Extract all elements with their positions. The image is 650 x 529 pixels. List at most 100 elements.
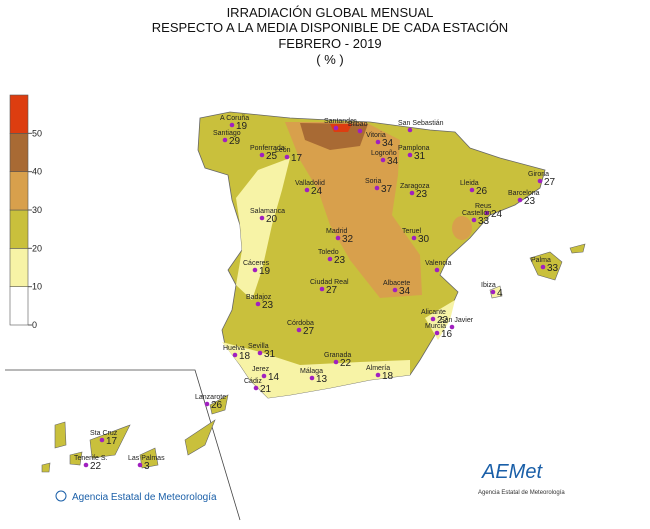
island [569, 243, 586, 254]
stations: A Coruña19Santiago29Ponferrada25León17Sa… [74, 115, 559, 472]
station-dot [469, 187, 475, 193]
station-value: 22 [340, 358, 352, 369]
station-dot [252, 267, 258, 273]
legend-tick-label: 10 [32, 282, 42, 292]
zone-higher [300, 123, 368, 150]
station-value: 30 [418, 234, 430, 245]
station-dot [407, 152, 413, 158]
station-dot [296, 327, 302, 333]
station-dot [255, 301, 261, 307]
station-name: Zaragoza [400, 183, 430, 190]
station-value: 23 [262, 300, 274, 311]
island [184, 419, 216, 456]
station-name: Castellón [462, 210, 491, 217]
station-name: Murcia [425, 323, 446, 330]
station-name: Pamplona [398, 145, 430, 152]
station-value: 21 [260, 384, 272, 395]
footer-text: Agencia Estatal de Meteorología [72, 492, 217, 503]
island [69, 451, 83, 466]
station-dot [471, 217, 477, 223]
station-name: Santander [324, 118, 357, 125]
station-name: Bilbao [348, 121, 368, 128]
station-name: Córdoba [287, 320, 314, 327]
station-value: 4 [497, 288, 503, 299]
station-value: 31 [414, 151, 426, 162]
title: IRRADIACIÓN GLOBAL MENSUAL RESPECTO A LA… [152, 5, 508, 67]
station-dot [259, 152, 265, 158]
copyright-icon [55, 490, 67, 502]
station-value: 22 [90, 461, 102, 472]
station-name: Barcelona [508, 190, 540, 197]
zone-low [222, 342, 410, 398]
zone-high [452, 216, 472, 240]
legend: 0 10 20 30 40 50 [9, 94, 42, 330]
footer: Agencia Estatal de Meteorología AEMet Ag… [55, 461, 565, 503]
station-dot [407, 127, 413, 133]
station-value: 27 [544, 177, 556, 188]
station-name: Santiago [213, 130, 241, 137]
station-dot [232, 352, 238, 358]
station-dot [380, 157, 386, 163]
station-name: Sevilla [248, 343, 269, 350]
station-dot [484, 210, 490, 216]
station-value: 23 [334, 255, 346, 266]
station-name: Logroño [371, 150, 397, 157]
station-dot [333, 359, 339, 365]
station-name: León [275, 147, 291, 154]
station-dot [319, 286, 325, 292]
station-value: 3 [144, 461, 150, 472]
station-value: 19 [259, 266, 271, 277]
station-value: 17 [291, 153, 303, 164]
legend-swatch [9, 171, 29, 211]
map [5, 111, 586, 521]
station-name: San Sebastián [398, 120, 444, 127]
station-name: San Javier [440, 317, 474, 324]
legend-tick-label: 50 [32, 128, 42, 138]
station-name: Cáceres [243, 260, 270, 267]
station-name: Toledo [318, 249, 339, 256]
station-dot [99, 437, 105, 443]
station-name: Reus [475, 203, 492, 210]
legend-tick-label: 40 [32, 167, 42, 177]
station-value: 33 [478, 216, 490, 227]
station-dot [257, 350, 263, 356]
legend-swatch [9, 209, 29, 249]
station-dot [490, 289, 496, 295]
station-name: Jerez [252, 366, 270, 373]
station-value: 32 [342, 234, 354, 245]
legend-swatch [9, 286, 29, 326]
zone-low [236, 158, 290, 300]
island [89, 424, 131, 459]
station-value: 37 [381, 184, 393, 195]
station-value: 17 [106, 436, 118, 447]
station-dot [357, 128, 363, 134]
station-dot [222, 137, 228, 143]
station-value: 14 [268, 372, 280, 383]
zone-high [285, 122, 422, 298]
station-value: 25 [266, 151, 278, 162]
station-value: 24 [311, 186, 323, 197]
station-value: 26 [211, 400, 223, 411]
station-dot [434, 267, 440, 273]
station-dot [335, 235, 341, 241]
station-name: Badajoz [246, 294, 272, 301]
island [41, 462, 51, 473]
station-name: Almería [366, 365, 390, 372]
station-value: 19 [236, 121, 248, 132]
station-name: Madrid [326, 228, 348, 235]
station-name: Albacete [383, 280, 410, 287]
station-value: 24 [491, 209, 503, 220]
title-line: RESPECTO A LA MEDIA DISPONIBLE DE CADA E… [152, 20, 508, 35]
station-name: Valladolid [295, 180, 325, 187]
station-name: Málaga [300, 368, 323, 375]
legend-swatch [9, 133, 29, 172]
station-name: Las Palmas [128, 455, 165, 462]
station-dot [430, 316, 436, 322]
station-value: 29 [229, 136, 241, 147]
station-dot [309, 375, 315, 381]
station-name: A Coruña [220, 115, 249, 122]
station-dot [374, 185, 380, 191]
station-name: Cádiz [244, 378, 262, 385]
station-value: 27 [303, 326, 315, 337]
logo: AEMet [481, 461, 543, 483]
